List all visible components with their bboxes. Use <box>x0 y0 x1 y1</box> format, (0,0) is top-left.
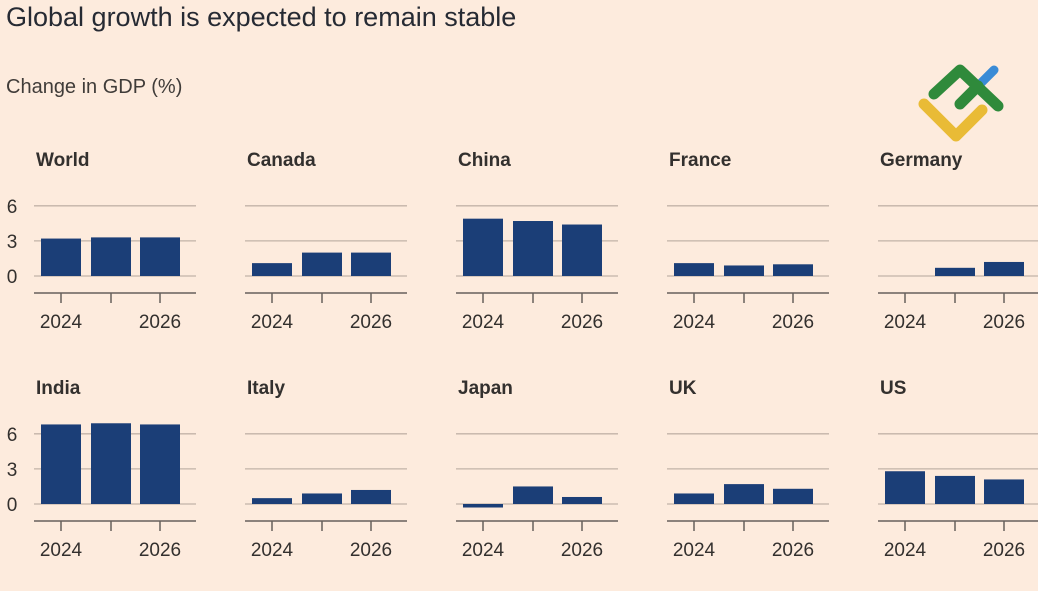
logo-yellow-chevron <box>918 98 988 142</box>
panel-title: India <box>36 378 81 399</box>
panel-france: France 2024 2026 <box>633 150 833 350</box>
bar-2026 <box>562 496 602 504</box>
x-tick-label: 2024 <box>673 540 716 561</box>
x-tick-label: 2024 <box>40 312 83 333</box>
bar-2026 <box>984 261 1024 276</box>
panel-uk: UK 2024 2026 <box>633 378 833 578</box>
x-tick-label: 2026 <box>350 540 392 561</box>
x-tick-label: 2024 <box>462 540 505 561</box>
bar-2024 <box>252 263 292 276</box>
x-tick-label: 2026 <box>983 312 1025 333</box>
panel-title: Canada <box>247 150 316 171</box>
panel-plot: 2024 2026 <box>667 205 829 333</box>
panel-plot: 2024 2026 <box>878 205 1038 333</box>
bar-2025 <box>724 265 764 276</box>
panel-plot: 2024 2026 <box>667 433 829 561</box>
y-tick-label: 6 <box>7 425 18 446</box>
bar-2025 <box>935 475 975 504</box>
bar-2024 <box>674 493 714 504</box>
panel-italy: Italy 2024 2026 <box>211 378 411 578</box>
panel-title: UK <box>669 378 697 399</box>
x-tick-label: 2024 <box>251 312 294 333</box>
bar-2026 <box>140 424 180 504</box>
y-tick-label: 0 <box>7 267 18 288</box>
bar-2024 <box>885 471 925 504</box>
panel-title: France <box>669 150 732 171</box>
logo-green-mark <box>928 64 1004 112</box>
panel-title: Japan <box>458 378 513 399</box>
chart-title: Global growth is expected to remain stab… <box>6 2 517 32</box>
panel-us: US 2024 2026 <box>844 378 1038 578</box>
panel-china: China 2024 2026 <box>422 150 622 350</box>
panel-title: US <box>880 378 907 399</box>
panel-plot: 2024 2026 <box>456 433 618 561</box>
bar-2024 <box>41 424 81 504</box>
panel-title: World <box>36 150 90 171</box>
y-tick-label: 0 <box>7 495 18 516</box>
bar-2024 <box>463 504 503 508</box>
x-tick-label: 2026 <box>350 312 392 333</box>
bar-2026 <box>984 479 1024 504</box>
y-tick-label: 6 <box>7 197 18 218</box>
x-tick-label: 2026 <box>139 312 181 333</box>
x-tick-label: 2024 <box>884 540 927 561</box>
x-tick-label: 2026 <box>772 312 814 333</box>
panel-india: India 0 3 6 2024 2026 <box>0 378 200 578</box>
bar-2025 <box>935 267 975 276</box>
brand-logo-icon <box>918 64 1004 142</box>
panel-plot: 0 3 6 2024 2026 <box>7 423 196 561</box>
panel-plot: 2024 2026 <box>878 433 1038 561</box>
bar-2026 <box>773 264 813 276</box>
bar-2025 <box>513 486 553 504</box>
y-tick-label: 3 <box>7 460 18 481</box>
x-tick-label: 2026 <box>983 540 1025 561</box>
bar-2026 <box>773 488 813 504</box>
panel-plot: 2024 2026 <box>456 205 618 333</box>
x-tick-label: 2024 <box>251 540 294 561</box>
chart-subtitle: Change in GDP (%) <box>6 76 183 98</box>
x-tick-label: 2026 <box>139 540 181 561</box>
bar-2024 <box>41 238 81 276</box>
bar-2024 <box>463 218 503 276</box>
bar-2024 <box>252 498 292 504</box>
x-tick-label: 2026 <box>561 540 603 561</box>
y-tick-label: 3 <box>7 232 18 253</box>
bar-2026 <box>562 224 602 276</box>
bar-2024 <box>674 263 714 276</box>
panel-title: China <box>458 150 511 171</box>
panel-germany: Germany 2024 2026 <box>844 150 1038 350</box>
panel-world: World 0 3 6 2024 2026 <box>0 150 200 350</box>
panel-title: Italy <box>247 378 286 399</box>
bar-2026 <box>351 489 391 504</box>
bar-2025 <box>91 423 131 504</box>
x-tick-label: 2026 <box>772 540 814 561</box>
panel-title: Germany <box>880 150 963 171</box>
panel-plot: 2024 2026 <box>245 205 407 333</box>
panel-japan: Japan 2024 2026 <box>422 378 622 578</box>
bar-2026 <box>351 252 391 276</box>
bar-2025 <box>302 252 342 276</box>
panel-canada: Canada 2024 2026 <box>211 150 411 350</box>
bar-2025 <box>724 484 764 504</box>
bar-2025 <box>302 493 342 504</box>
x-tick-label: 2024 <box>40 540 83 561</box>
x-tick-label: 2024 <box>673 312 716 333</box>
panel-plot: 0 3 6 2024 2026 <box>7 197 196 333</box>
bar-2026 <box>140 237 180 276</box>
x-tick-label: 2026 <box>561 312 603 333</box>
x-tick-label: 2024 <box>884 312 927 333</box>
panel-plot: 2024 2026 <box>245 433 407 561</box>
bar-2025 <box>513 221 553 276</box>
bar-2025 <box>91 237 131 276</box>
x-tick-label: 2024 <box>462 312 505 333</box>
